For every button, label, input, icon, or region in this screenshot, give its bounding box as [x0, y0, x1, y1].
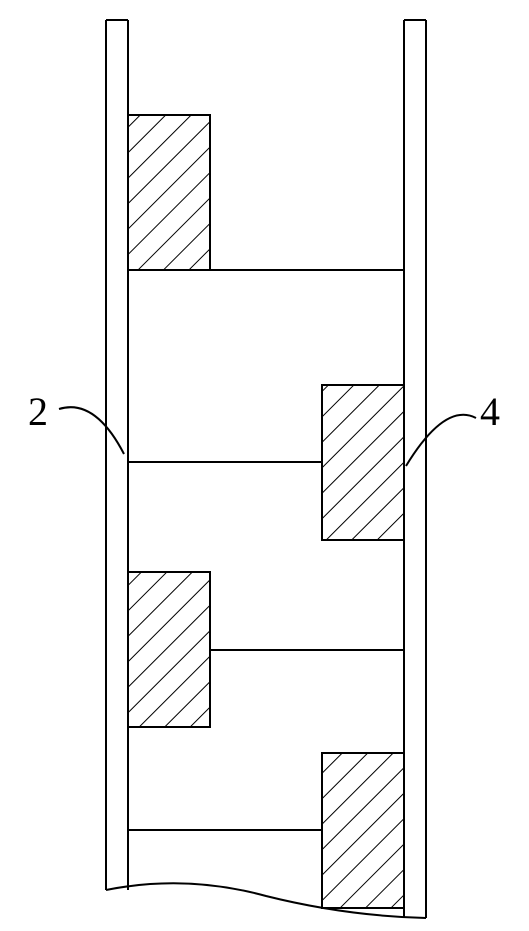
- callout-4-text: 4: [480, 389, 500, 434]
- hatched-block: [128, 115, 210, 270]
- callout-2-text: 2: [28, 389, 48, 434]
- callout-4: 4: [406, 389, 500, 466]
- plates: [128, 270, 404, 830]
- hatched-block: [322, 385, 404, 540]
- callout-2: 2: [28, 389, 124, 454]
- hatched-block: [128, 572, 210, 727]
- hatched-block: [322, 753, 404, 908]
